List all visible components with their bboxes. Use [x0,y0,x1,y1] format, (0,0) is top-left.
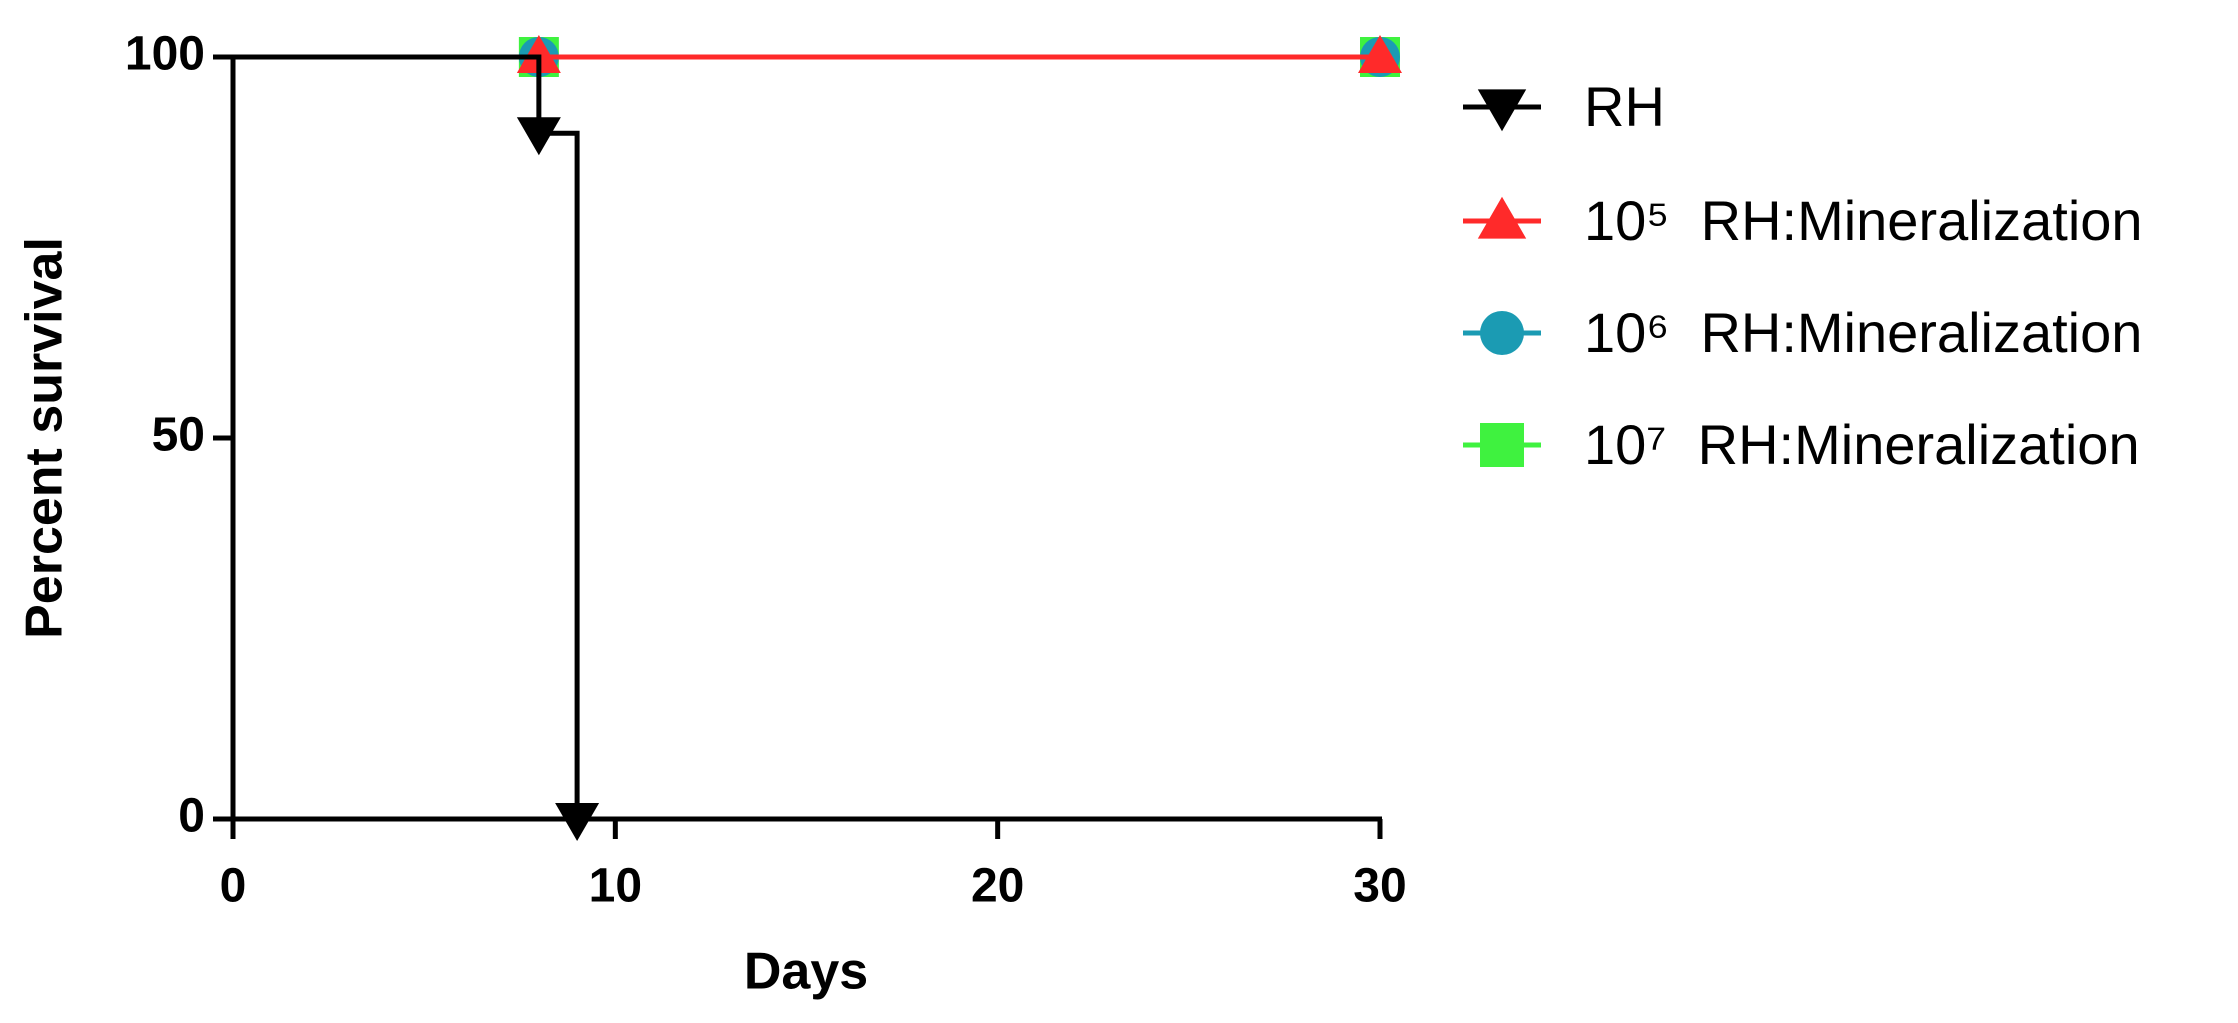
marker [1358,35,1402,73]
legend-marker [1480,311,1524,355]
x-tick-label: 10 [589,860,642,913]
y-axis-title: Percent survival [16,237,74,639]
marker [555,803,600,841]
x-tick-label: 0 [220,860,247,913]
legend-label: RH [1584,75,1665,138]
marker [516,35,561,73]
legend-marker [1480,423,1524,467]
x-tick-label: 20 [971,860,1024,913]
legend-label: 10⁶ RH:Mineralization [1584,301,2142,364]
y-tick-label: 0 [178,790,205,843]
x-tick-label: 30 [1353,860,1406,913]
x-axis-title: Days [744,943,868,1001]
y-tick-label: 50 [152,409,205,462]
survival-line [233,54,580,819]
marker [516,117,561,156]
legend-label: 10⁷ RH:Mineralization [1584,413,2140,476]
legend-marker [1477,89,1527,132]
legend-label: 10⁵ RH:Mineralization [1584,189,2143,252]
y-tick-label: 100 [125,28,205,81]
legend-marker [1477,196,1527,239]
